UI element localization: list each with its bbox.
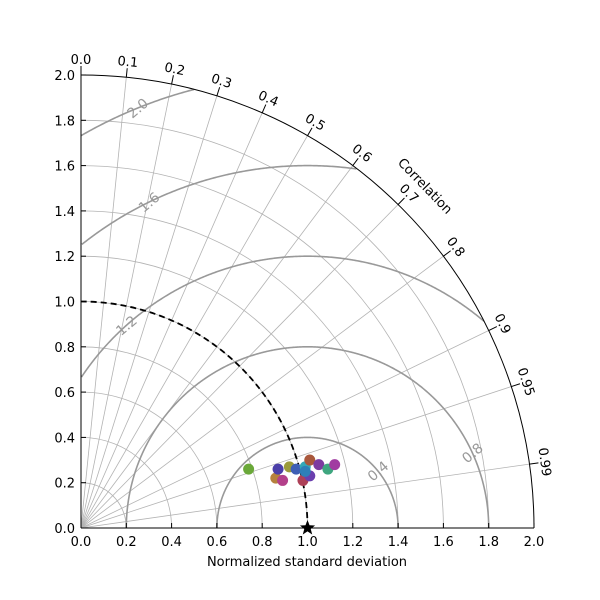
reference-star-marker <box>299 520 316 535</box>
x-tick-label: 1.8 <box>478 535 499 550</box>
y-tick-label: 1.6 <box>54 160 75 175</box>
rms-contour <box>80 255 485 378</box>
corr-tick-label: 0.95 <box>514 366 537 398</box>
corr-tick-mark <box>529 462 539 465</box>
std-gridline <box>80 255 354 529</box>
corr-tick-mark <box>511 383 521 388</box>
data-point <box>290 463 302 475</box>
y-tick-label: 1.8 <box>54 114 75 129</box>
std-gridline <box>80 482 127 529</box>
outer-arc <box>80 74 535 529</box>
data-points <box>243 454 341 535</box>
x-tick-label: 1.2 <box>342 535 363 550</box>
data-point <box>299 465 311 477</box>
corr-tick-label: 0.8 <box>443 235 467 261</box>
y-tick-label: 0.4 <box>54 431 75 446</box>
corr-tick-mark <box>352 158 359 166</box>
data-point <box>277 474 289 486</box>
corr-tick-label: 0.4 <box>256 88 281 110</box>
corr-tick-label: 0.6 <box>349 142 375 166</box>
corr-tick-label: 0.0 <box>71 53 92 68</box>
std-gridline <box>80 210 399 529</box>
corr-tick-label: 0.3 <box>209 72 233 93</box>
x-tick-label: 0.2 <box>116 535 137 550</box>
corr-tick-label: 0.2 <box>163 60 186 79</box>
data-point <box>243 463 255 475</box>
corr-tick-label: 0.99 <box>535 447 554 478</box>
rms-contour <box>81 164 357 246</box>
x-axis-label: Normalized standard deviation <box>207 555 407 570</box>
data-point <box>304 454 316 466</box>
corr-tick-mark <box>397 197 405 205</box>
corr-tick-label: 0.9 <box>491 311 514 336</box>
corr-tick-mark <box>443 250 451 257</box>
x-tick-label: 2.0 <box>524 535 545 550</box>
rms-contour <box>125 346 490 528</box>
data-point <box>313 459 325 471</box>
std-gridline <box>80 165 444 529</box>
x-tick-label: 0.8 <box>252 535 273 550</box>
x-tick-label: 1.4 <box>388 535 409 550</box>
y-tick-label: 0.6 <box>54 386 75 401</box>
corr-tick-mark <box>216 87 221 97</box>
y-tick-label: 0.8 <box>54 341 75 356</box>
y-tick-label: 1.0 <box>54 296 75 311</box>
std-gridline <box>80 437 172 529</box>
std-gridline <box>80 119 490 529</box>
corr-tick-mark <box>261 104 267 114</box>
rms-contour <box>80 88 195 137</box>
x-tick-label: 0.4 <box>161 535 182 550</box>
corr-tick-mark <box>125 68 128 78</box>
x-tick-label: 0.6 <box>207 535 228 550</box>
rms-contour-label: 2.0 <box>125 96 152 123</box>
corr-tick-mark <box>171 75 174 85</box>
data-point <box>272 463 284 475</box>
y-tick-label: 1.2 <box>54 250 75 265</box>
x-tick-label: 1.0 <box>297 535 318 550</box>
rms-contour-label: 0.8 <box>459 440 486 467</box>
rms-contours: 0.40.81.21.62.0 <box>80 88 490 528</box>
y-tick-label: 2.0 <box>54 69 75 84</box>
corr-tick-mark <box>488 326 498 331</box>
x-tick-label: 1.6 <box>433 535 454 550</box>
std-gridline <box>80 391 218 529</box>
x-tick-label: 0.0 <box>71 535 92 550</box>
corr-tick-mark <box>307 127 313 136</box>
corr-tick-label: 0.1 <box>117 54 139 71</box>
rms-contour <box>216 436 399 528</box>
std-gridline <box>80 346 263 529</box>
correlation-grid <box>80 75 530 529</box>
y-tick-label: 0.0 <box>54 522 75 537</box>
rms-contour-label: 1.6 <box>136 190 163 217</box>
corr-tick-label: 0.5 <box>302 111 327 134</box>
data-point <box>329 459 341 471</box>
y-tick-label: 1.4 <box>54 205 75 220</box>
y-tick-label: 0.2 <box>54 477 75 492</box>
